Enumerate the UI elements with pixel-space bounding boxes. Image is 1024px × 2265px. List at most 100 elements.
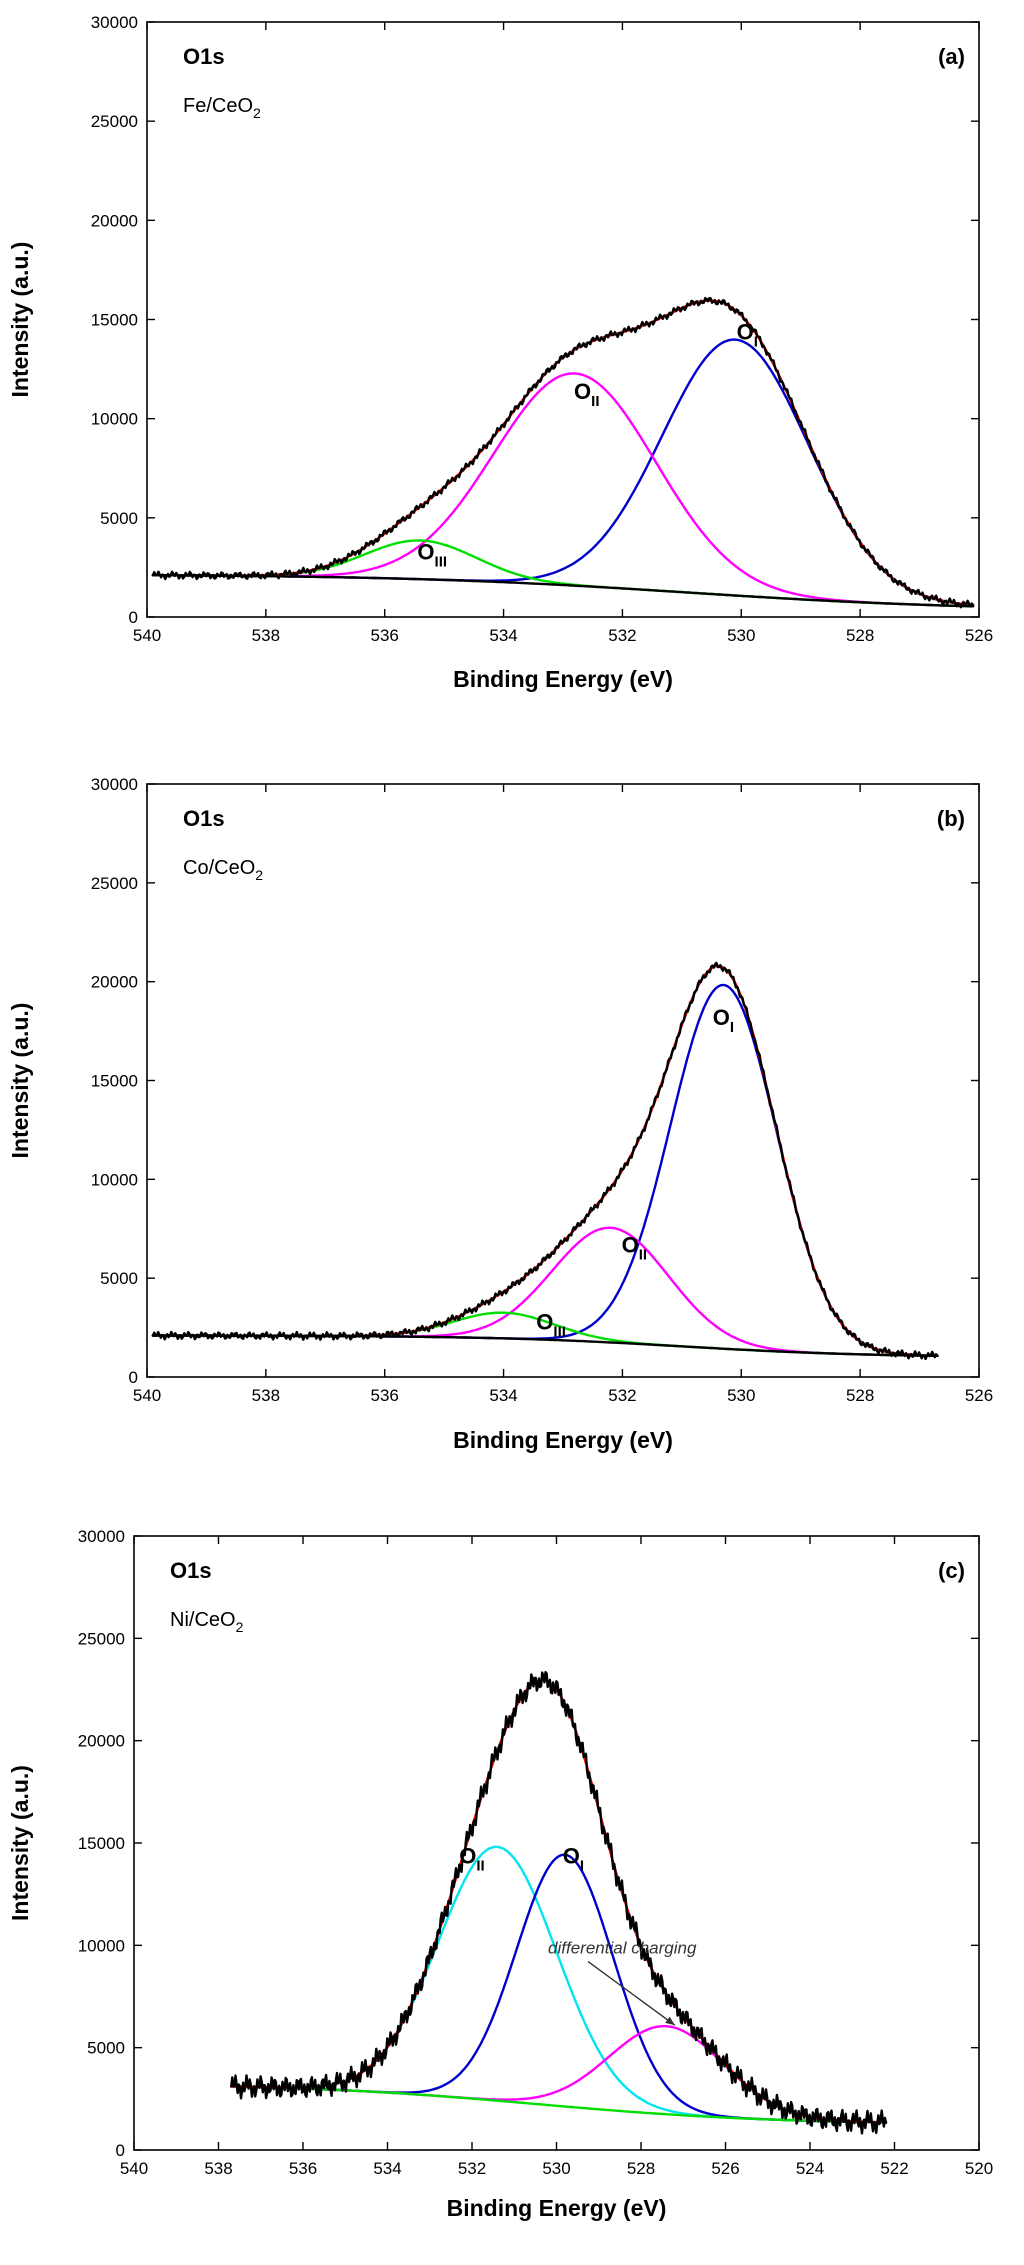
sample-label-subscript: 2 [253,105,261,121]
series-baseline [151,1334,939,1357]
y-tick-label: 30000 [78,1527,125,1546]
annotation-arrow [587,1960,676,2026]
y-axis-title: Intensity (a.u.) [7,1765,33,1921]
series-component-1 [151,372,975,608]
sample-label: Fe/CeO2 [183,95,261,121]
y-tick-label: 0 [129,1368,138,1387]
x-tick-label: 540 [133,626,161,645]
x-axis-title: Binding Energy (eV) [447,2195,667,2221]
peak-label-subscript: III [553,1324,566,1341]
y-tick-label: 30000 [91,13,138,32]
y-tick-label: 0 [116,2141,125,2160]
x-tick-label: 534 [489,626,517,645]
y-axis-title: Intensity (a.u.) [7,242,33,398]
sample-label-main: Fe/CeO [183,95,253,117]
series-envelope-3 [151,299,975,607]
peak-label: OII [622,1232,647,1263]
x-tick-label: 538 [252,1386,280,1405]
y-tick-label: 10000 [91,1170,138,1189]
series-experimental-4 [151,297,975,609]
plot-frame [133,1535,980,2151]
y-tick-label: 20000 [91,973,138,992]
peak-label-main: O [459,1843,476,1868]
x-tick-label: 530 [727,626,755,645]
peak-label-subscript: II [591,393,599,410]
y-tick-label: 20000 [78,1732,125,1751]
x-tick-label: 526 [965,626,993,645]
annotation-text: differential charging [548,1939,697,1958]
chart-b: 540 538 536 534 532 530 528 526 0 5000 10000 15000 2… [7,775,993,1453]
series-envelope-3 [151,964,939,1357]
y-tick-label: 15000 [91,1072,138,1091]
y-tick-label: 10000 [78,1936,125,1955]
peak-label-main: O [563,1843,580,1868]
peak-label: OI [737,319,758,350]
sample-label: Ni/CeO2 [170,1609,244,1635]
panel-label: (a) [938,44,965,69]
peak-label-subscript: II [639,1246,647,1263]
peak-label: OII [574,379,599,410]
peak-label-subscript: I [730,1019,734,1036]
x-tick-label: 538 [252,626,280,645]
y-tick-label: 10000 [91,410,138,429]
annotation-arrowhead [665,2016,675,2026]
panel-label: (c) [938,1558,965,1583]
peak-label-subscript: II [476,1857,484,1874]
x-tick-label: 520 [965,2159,993,2178]
y-tick-label: 25000 [78,1629,125,1648]
peak-label-subscript: I [754,333,758,350]
panel-b: 540 538 536 534 532 530 528 526 0 5000 10000 15000 2… [0,755,1024,1510]
x-tick-label: 540 [133,1386,161,1405]
x-tick-label: 534 [489,1386,517,1405]
core-level-label: O1s [170,1558,212,1583]
series-experimental-5 [230,1671,888,2135]
sample-label-subscript: 2 [236,1619,244,1635]
peak-label-main: O [574,379,591,404]
series-envelope-4 [230,1678,888,2124]
series-experimental-4 [151,961,939,1361]
chart-c: 540 538 536 534 532 530 528 526 524 522 520 0 5000 10… [7,1527,993,2221]
plot-frame [146,783,980,1378]
peak-label-main: O [417,539,434,564]
x-tick-label: 532 [458,2159,486,2178]
y-tick-label: 0 [129,608,138,627]
y-axis-title: Intensity (a.u.) [7,1003,33,1159]
sample-label-main: Ni/CeO [170,1609,236,1631]
x-axis-title: Binding Energy (eV) [453,1427,673,1453]
y-tick-label: 15000 [91,311,138,330]
x-tick-label: 526 [965,1386,993,1405]
panel-c: 540 538 536 534 532 530 528 526 524 522 520 0 5000 10… [0,1510,1024,2265]
peak-label-subscript: III [435,553,448,570]
core-level-label: O1s [183,806,225,831]
plot-curves [151,297,975,609]
plot-curves [230,1671,888,2135]
x-tick-label: 530 [542,2159,570,2178]
y-tick-label: 15000 [78,1834,125,1853]
x-tick-label: 532 [608,626,636,645]
x-tick-label: 528 [846,1386,874,1405]
peak-label: OIII [536,1310,566,1341]
core-level-label: O1s [183,44,225,69]
y-tick-label: 25000 [91,874,138,893]
peak-label-main: O [713,1005,730,1030]
plot-frame [146,21,980,618]
x-tick-label: 538 [204,2159,232,2178]
y-tick-label: 5000 [100,509,138,528]
peak-label: OII [459,1843,484,1874]
peak-label-main: O [536,1310,553,1335]
series-component-0 [151,983,939,1357]
peak-label-subscript: I [580,1857,584,1874]
series-component-0 [151,338,975,607]
peak-label-main: O [622,1232,639,1257]
x-tick-label: 536 [289,2159,317,2178]
y-tick-label: 25000 [91,112,138,131]
series-background-3 [230,2085,888,2124]
sample-label-main: Co/CeO [183,857,255,879]
y-tick-label: 5000 [100,1269,138,1288]
y-tick-label: 20000 [91,211,138,230]
panel-label: (b) [937,806,965,831]
x-tick-label: 534 [373,2159,401,2178]
y-tick-label: 30000 [91,775,138,794]
sample-label: Co/CeO2 [183,857,263,883]
x-tick-label: 526 [711,2159,739,2178]
